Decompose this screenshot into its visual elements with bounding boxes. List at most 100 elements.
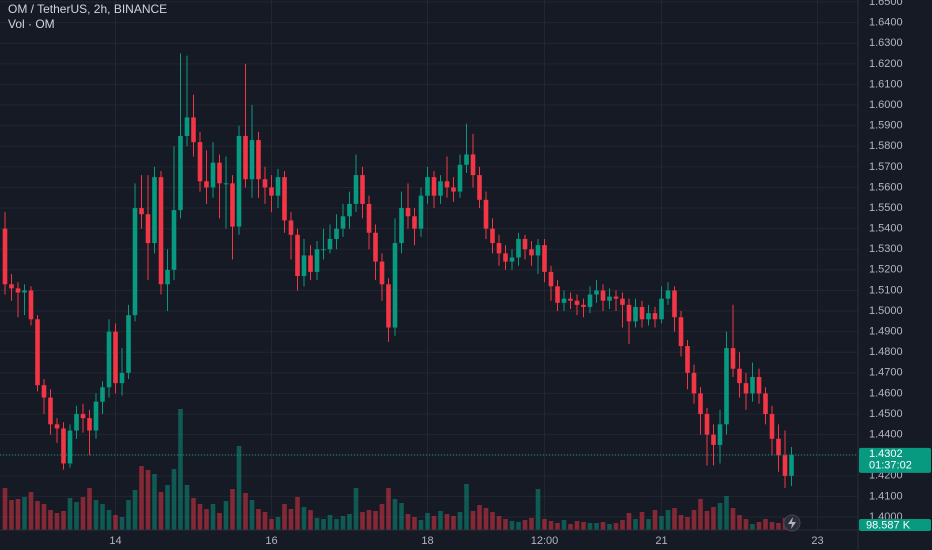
candle-body <box>178 135 183 211</box>
candle-body <box>769 414 775 439</box>
volume-bar <box>574 521 580 530</box>
replay-icon[interactable] <box>783 514 801 532</box>
candle-body <box>223 183 229 185</box>
candle-body <box>256 140 261 180</box>
volume-bar <box>288 509 294 530</box>
volume-bar <box>717 503 723 530</box>
volume-bar <box>620 520 625 530</box>
candle-body <box>633 306 638 322</box>
volume-bar <box>35 501 40 530</box>
volume-bar <box>438 511 443 530</box>
candle-body <box>35 319 40 386</box>
volume-bar <box>327 515 333 530</box>
candle-body <box>15 288 21 293</box>
x-tick-label: 23 <box>811 535 823 547</box>
candle-body <box>587 294 593 307</box>
y-tick-label: 1.4900 <box>869 326 903 338</box>
candle-body <box>158 177 164 285</box>
candle-body <box>100 387 105 402</box>
volume-bar <box>691 510 697 530</box>
volume-bar <box>308 510 313 530</box>
candle-body <box>717 424 723 445</box>
candle-body <box>87 418 92 431</box>
volume-bar <box>223 501 229 530</box>
volume-bar <box>522 520 528 530</box>
volume-bar <box>730 508 736 530</box>
candle-body <box>678 317 684 347</box>
volume-bar <box>373 511 378 530</box>
volume-bar <box>158 492 164 530</box>
volume-bar <box>535 489 541 530</box>
volume-bar <box>769 522 775 530</box>
candle-body <box>347 203 352 217</box>
volume-bar <box>210 504 216 530</box>
candle-body <box>555 286 560 303</box>
candle-body <box>405 208 411 217</box>
candle-body <box>171 210 177 270</box>
volume-bar <box>555 523 560 530</box>
candle-body <box>698 393 703 415</box>
candle-body <box>509 257 515 262</box>
candle-body <box>106 331 112 388</box>
candle-body <box>61 428 66 464</box>
candle-body <box>613 296 619 299</box>
volume-bar <box>100 504 105 530</box>
candle-body <box>373 232 378 262</box>
x-tick-label: 14 <box>109 535 121 547</box>
volume-bar <box>444 514 450 530</box>
volume-bar <box>41 504 47 530</box>
candle-body <box>672 290 677 318</box>
candle-body <box>782 455 788 476</box>
candle-body <box>113 331 118 384</box>
volume-bar <box>470 511 476 530</box>
candle-body <box>737 368 742 384</box>
volume-bar <box>171 469 177 530</box>
volume-bar <box>178 409 183 530</box>
x-tick-label: 18 <box>421 535 433 547</box>
candle-body <box>288 220 294 235</box>
volume-bar <box>165 485 170 530</box>
volume-bar <box>639 512 645 530</box>
candle-body <box>412 216 417 229</box>
candle-body <box>184 117 190 136</box>
y-tick-label: 1.5200 <box>869 264 903 276</box>
candle-body <box>756 376 762 394</box>
candle-body <box>659 298 664 320</box>
volume-bar <box>54 513 60 530</box>
volume-bar <box>197 504 203 530</box>
volume-bar <box>626 513 632 530</box>
volume-bar <box>28 492 34 530</box>
candle-body <box>399 208 404 244</box>
candle-body <box>74 414 79 431</box>
volume-bar <box>678 515 684 530</box>
candle-body <box>41 385 47 398</box>
candle-body <box>529 249 534 256</box>
candle-body <box>620 298 625 305</box>
candle-body <box>431 177 437 196</box>
y-tick-label: 1.6400 <box>869 17 903 29</box>
candle-body <box>282 177 287 221</box>
candle-body <box>730 348 736 369</box>
volume-bar <box>366 510 372 530</box>
candle-body <box>568 298 573 301</box>
x-tick-label: 16 <box>265 535 277 547</box>
volume-bar <box>561 520 567 530</box>
volume-bar <box>613 523 619 530</box>
volume-bar <box>542 519 547 530</box>
candle-body <box>217 162 222 184</box>
candle-body <box>548 271 554 287</box>
candle-body <box>470 154 476 176</box>
volume-title: Vol · OM <box>8 17 55 31</box>
candle-body <box>54 424 60 429</box>
volume-bar <box>15 499 21 530</box>
volume-bar <box>61 511 66 530</box>
volume-bar <box>665 510 671 530</box>
y-tick-label: 1.6500 <box>869 0 903 8</box>
volume-bar <box>652 510 658 530</box>
candle-body <box>477 175 482 200</box>
volume-bar <box>581 522 586 530</box>
volume-bar <box>295 497 300 530</box>
y-tick-label: 1.5900 <box>869 120 903 132</box>
volume-bar <box>425 513 430 530</box>
volume-bar <box>9 500 14 530</box>
